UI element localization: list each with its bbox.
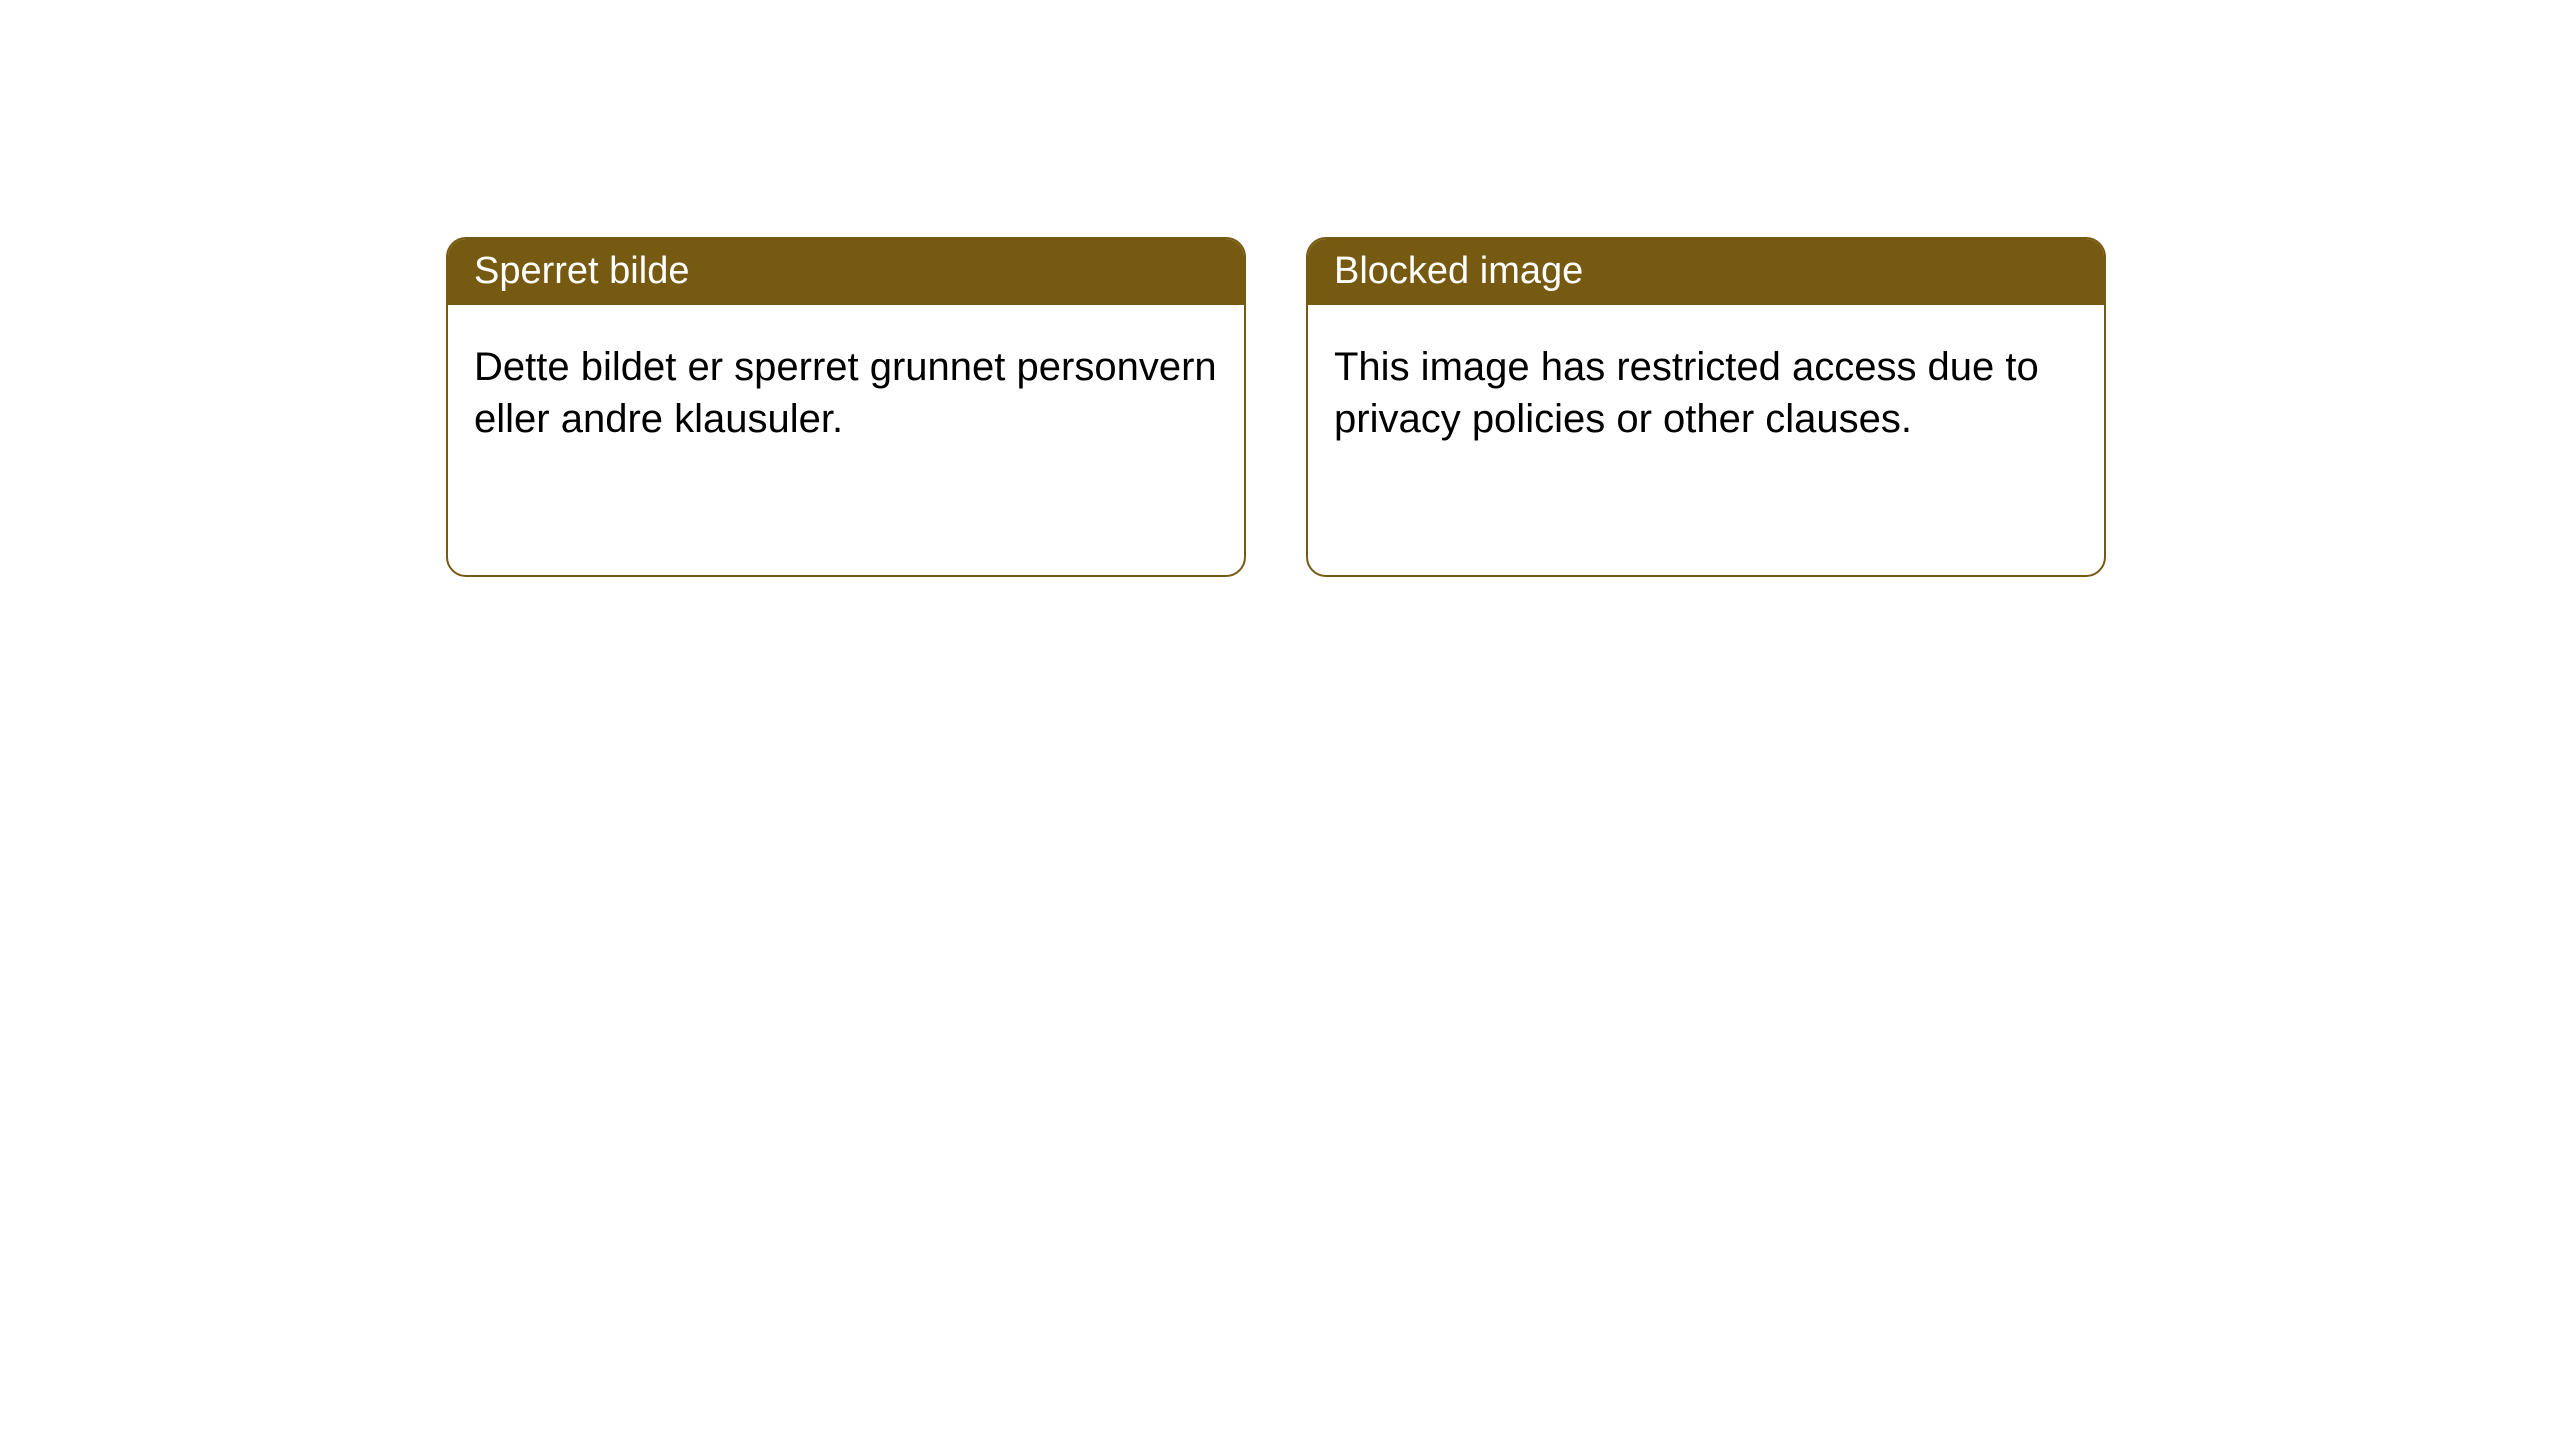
notice-container: Sperret bilde Dette bildet er sperret gr… (0, 0, 2560, 577)
notice-title: Blocked image (1308, 239, 2104, 305)
notice-body: This image has restricted access due to … (1308, 305, 2104, 481)
notice-title: Sperret bilde (448, 239, 1244, 305)
notice-body: Dette bildet er sperret grunnet personve… (448, 305, 1244, 481)
notice-box-norwegian: Sperret bilde Dette bildet er sperret gr… (446, 237, 1246, 577)
notice-box-english: Blocked image This image has restricted … (1306, 237, 2106, 577)
